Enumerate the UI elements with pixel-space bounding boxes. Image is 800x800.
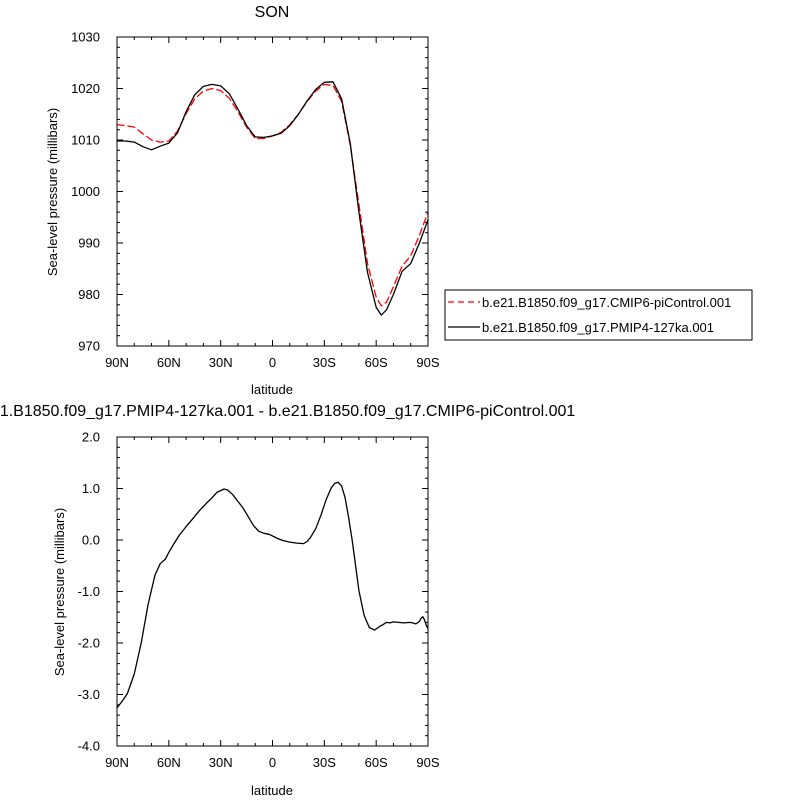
pressure-y-tick-label: 980 xyxy=(78,287,100,302)
pressure-x-tick-label: 30N xyxy=(209,355,233,370)
pressure-y-tick-label: 970 xyxy=(78,339,100,354)
difference-panel-title: b.e21.B1850.f09_g17.PMIP4-127ka.001 - b.… xyxy=(0,403,575,420)
difference-y-tick-label: -2.0 xyxy=(78,636,100,651)
pressure-series-line-0 xyxy=(116,83,429,307)
pressure-ticks: 90N 60N 30N 0 30S 60S 90S 970 980 990 1000 1010 1020… xyxy=(71,30,440,371)
pressure-x-tick-label: 90S xyxy=(416,355,439,370)
pressure-series-line-1 xyxy=(116,81,429,316)
difference-x-axis-label: latitude xyxy=(251,783,293,798)
difference-series-group xyxy=(116,481,429,709)
difference-series-line-0 xyxy=(116,481,429,709)
pressure-y-tick-label: 1030 xyxy=(71,30,100,45)
difference-y-tick-label: 1.0 xyxy=(82,481,100,496)
pressure-y-tick-label: 1020 xyxy=(71,81,100,96)
legend-box xyxy=(444,289,753,341)
pressure-y-tick-label: 1000 xyxy=(71,184,100,199)
difference-y-tick-label: -4.0 xyxy=(78,739,100,754)
pressure-x-tick-label: 30S xyxy=(313,355,336,370)
difference-x-tick-label: 60S xyxy=(365,755,388,770)
pressure-series-group xyxy=(116,81,429,316)
pressure-x-axis-label: latitude xyxy=(251,382,293,397)
difference-y-axis-label: Sea-level pressure (millibars) xyxy=(52,508,67,676)
pressure-x-tick-label: 90N xyxy=(105,355,129,370)
pressure-y-tick-label: 1010 xyxy=(71,133,100,148)
pressure-x-tick-label: 60S xyxy=(365,355,388,370)
difference-y-tick-label: -3.0 xyxy=(78,687,100,702)
difference-x-tick-label: 90N xyxy=(105,755,129,770)
pressure-panel: SON 90N 60N 30N 0 30S 60S 90S 970 980 990 1000 1010… xyxy=(45,4,753,397)
legend-label-picontrol: b.e21.B1850.f09_g17.CMIP6-piControl.001 xyxy=(482,295,731,310)
difference-x-tick-label: 0 xyxy=(269,755,276,770)
pressure-y-tick-label: 990 xyxy=(78,236,100,251)
difference-y-tick-label: 2.0 xyxy=(82,430,100,445)
difference-x-tick-label: 30N xyxy=(209,755,233,770)
difference-y-tick-label: 0.0 xyxy=(82,533,100,548)
difference-y-tick-label: -1.0 xyxy=(78,584,100,599)
legend: b.e21.B1850.f09_g17.CMIP6-piControl.001 … xyxy=(444,289,753,341)
difference-x-tick-label: 30S xyxy=(313,755,336,770)
pressure-y-axis-label: Sea-level pressure (millibars) xyxy=(45,108,60,276)
difference-x-tick-label: 60N xyxy=(157,755,181,770)
pressure-panel-title: SON xyxy=(255,4,290,21)
pressure-x-tick-label: 0 xyxy=(269,355,276,370)
legend-label-127ka: b.e21.B1850.f09_g17.PMIP4-127ka.001 xyxy=(482,320,714,335)
pressure-x-tick-label: 60N xyxy=(157,355,181,370)
difference-x-tick-label: 90S xyxy=(416,755,439,770)
difference-ticks: 90N 60N 30N 0 30S 60S 90S -4.0 -3.0 -2.0 -1.0 0.0 1.… xyxy=(78,430,440,771)
difference-panel: b.e21.B1850.f09_g17.PMIP4-127ka.001 - b.… xyxy=(0,403,575,798)
